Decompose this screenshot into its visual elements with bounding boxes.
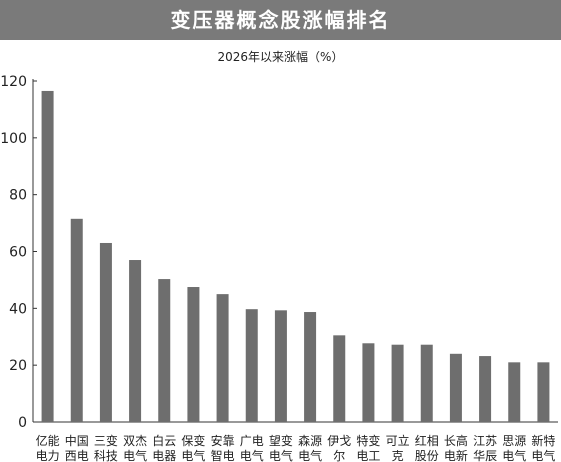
bar: [158, 279, 171, 422]
x-tick-label: 保变: [181, 433, 205, 448]
x-tick-label: 西电: [65, 449, 89, 462]
x-tick-label: 智电: [211, 448, 235, 462]
bar: [187, 287, 200, 422]
bar: [420, 344, 433, 422]
x-tick-label: 望变: [269, 433, 293, 448]
bar: [216, 294, 229, 422]
y-tick-label: 40: [9, 301, 27, 317]
x-tick-label: 亿能: [36, 433, 60, 448]
y-tick-label: 100: [0, 131, 27, 147]
x-tick-label: 电器: [152, 449, 176, 462]
bar: [304, 312, 317, 422]
bar: [333, 335, 346, 422]
bar: [479, 356, 492, 422]
bar: [41, 90, 54, 422]
x-tick-label: 安靠: [211, 433, 235, 448]
bar: [449, 353, 462, 422]
x-tick-label: 电新: [444, 448, 468, 462]
bar: [362, 343, 375, 422]
y-tick-label: 0: [18, 415, 27, 431]
bar: [99, 242, 112, 422]
x-tick-label: 新特: [531, 433, 555, 448]
x-tick-label: 白云: [152, 433, 176, 448]
y-tick-label: 120: [0, 74, 27, 90]
bar: [508, 362, 521, 422]
x-tick-label: 三变: [94, 433, 118, 448]
x-tick-label: 电气: [123, 448, 147, 462]
x-tick-label: 电工: [356, 449, 380, 462]
x-tick-label: 科技: [94, 449, 118, 462]
x-tick-label: 广电: [240, 434, 264, 448]
y-tick-label: 60: [9, 245, 27, 261]
x-tick-label: 电气: [269, 448, 293, 462]
x-tick-label: 电气: [181, 448, 205, 462]
x-tick-label: 可立: [386, 433, 410, 448]
x-tick-label: 思源: [502, 434, 526, 448]
bar: [537, 362, 550, 422]
x-tick-label: 股份: [415, 449, 439, 462]
x-tick-label: 电气: [240, 448, 264, 462]
x-tick-label: 电气: [298, 448, 322, 462]
x-tick-label: 克: [392, 449, 404, 462]
x-tick-label: 森源: [298, 433, 322, 448]
x-tick-label: 电气: [502, 448, 526, 462]
chart-subtitle: 2026年以来涨幅（%）: [217, 50, 344, 64]
x-tick-label: 特变: [356, 433, 380, 448]
x-tick-label: 伊戈: [327, 434, 351, 448]
chart-title: 变压器概念股涨幅排名: [0, 0, 561, 40]
x-tick-label: 双杰: [123, 434, 147, 448]
y-tick-label: 20: [9, 358, 27, 374]
x-tick-label: 江苏: [473, 434, 497, 448]
x-tick-label: 电气: [531, 448, 555, 462]
x-tick-label: 中国: [65, 433, 89, 448]
bar: [274, 310, 287, 422]
x-tick-label: 华辰: [473, 449, 497, 462]
bar: [70, 218, 83, 422]
x-tick-label: 长高: [444, 433, 468, 448]
x-tick-label: 尔: [333, 448, 345, 462]
x-tick-label: 电力: [36, 449, 60, 462]
bar: [391, 344, 404, 422]
y-tick-label: 80: [9, 188, 27, 204]
x-tick-label: 红相: [415, 433, 439, 448]
bar: [245, 309, 258, 422]
bar: [129, 260, 142, 422]
